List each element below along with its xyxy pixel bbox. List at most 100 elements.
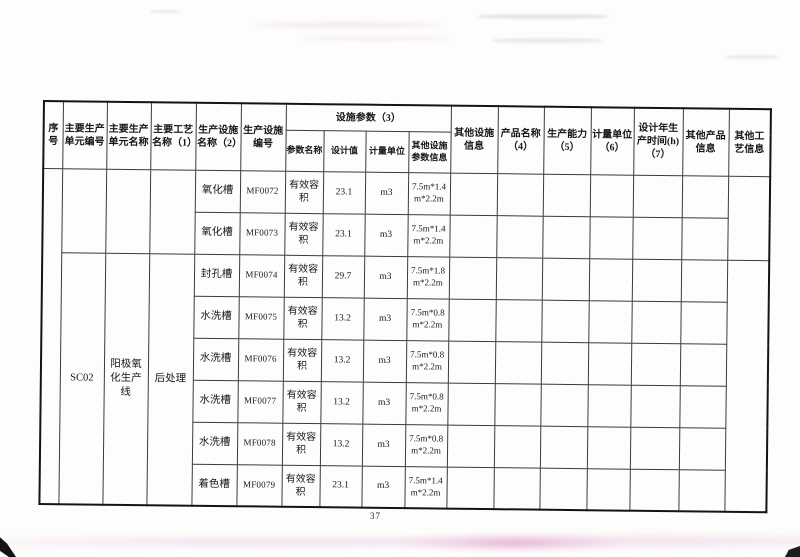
cell-other-facility-info — [449, 214, 497, 258]
cell-capacity — [539, 467, 587, 511]
facility-table-sheet: 序号 主要生产单元编号 主要生产单元名称 主要工艺名称（1） 生产设施名称（2）… — [38, 100, 772, 514]
table-row: 氧化槽 MF0072 有效容积 23.1 m3 7.5m*1.4m*2.2m — [39, 168, 771, 505]
scan-smudge — [725, 55, 780, 59]
cell-other-facility-info — [447, 382, 495, 426]
cell-product-name — [496, 173, 544, 216]
cell-other-product-info — [678, 427, 726, 470]
cell-annual-hours — [629, 468, 679, 512]
scan-smudge — [492, 38, 602, 43]
cell-capacity-unit — [589, 174, 634, 217]
page-number: 37 — [370, 511, 381, 521]
cell-unit-name: 阳极氧化生产线 — [102, 252, 150, 506]
cell-other-product-info — [680, 259, 728, 302]
cell-measure-unit: m3 — [361, 465, 405, 509]
cell-product-name — [496, 215, 543, 258]
scan-smudge — [150, 10, 180, 13]
cell-product-name — [493, 467, 540, 510]
cell-facility-code: MF0076 — [237, 338, 284, 381]
scan-smudge — [300, 36, 450, 41]
header-facility-name: 生产设施名称（2） — [195, 102, 241, 171]
cell-annual-hours — [631, 300, 681, 344]
header-process-name: 主要工艺名称（1） — [150, 102, 196, 170]
cell-other-facility-info — [449, 172, 498, 216]
scan-corner-mark-right — [785, 546, 800, 557]
cell-other-param-info: 7.5m*0.8m*2.2m — [405, 382, 448, 425]
cell-other-param-info: 7.5m*1.4m*2.2m — [407, 214, 450, 257]
cell-design-value: 23.1 — [322, 171, 366, 214]
cell-capacity-unit — [586, 426, 631, 469]
cell-facility-code: MF0074 — [238, 254, 285, 297]
cell-annual-hours — [631, 258, 682, 302]
cell-measure-unit: m3 — [364, 171, 409, 215]
cell-measure-unit: m3 — [363, 255, 408, 299]
cell-design-value: 29.7 — [321, 255, 365, 298]
cell-param-name: 有效容积 — [282, 380, 321, 424]
cell-capacity — [541, 257, 590, 301]
cell-param-name: 有效容积 — [282, 338, 322, 382]
cell-measure-unit: m3 — [361, 423, 406, 467]
cell-other-param-info: 7.5m*1.4m*2.2m — [407, 172, 451, 215]
cell-unit-code-prev — [61, 168, 107, 253]
cell-facility-name: 封孔槽 — [193, 253, 240, 297]
cell-annual-hours — [632, 174, 683, 218]
cell-param-name: 有效容积 — [281, 464, 320, 508]
header-other-process-info: 其他工艺信息 — [728, 108, 771, 177]
header-measure-unit: 计量单位 — [365, 130, 409, 173]
header-param-name: 参数名称 — [285, 129, 324, 172]
cell-design-value: 13.2 — [321, 297, 364, 340]
cell-product-name — [494, 383, 541, 426]
cell-other-facility-info — [448, 256, 497, 300]
cell-design-value: 13.2 — [320, 339, 364, 382]
cell-other-process-info-prev — [727, 175, 771, 261]
cell-unit-name-prev — [105, 168, 151, 254]
cell-other-product-info — [679, 385, 726, 428]
cell-design-value: 23.1 — [319, 465, 362, 508]
cell-unit-code: SC02 — [58, 252, 106, 505]
header-other-param-info: 其他设施参数信息 — [408, 131, 451, 173]
cell-other-product-info — [679, 343, 727, 386]
cell-other-param-info: 7.5m*0.8m*2.2m — [406, 298, 449, 341]
cell-capacity-unit — [588, 300, 632, 343]
cell-facility-code: MF0078 — [236, 422, 283, 465]
cell-annual-hours — [632, 216, 682, 260]
cell-facility-name: 着色槽 — [191, 463, 237, 507]
header-facility-code: 生产设施编号 — [240, 103, 286, 171]
cell-other-param-info: 7.5m*0.8m*2.2m — [404, 424, 448, 467]
cell-param-name: 有效容积 — [283, 254, 323, 298]
cell-capacity-unit — [587, 342, 632, 385]
cell-capacity — [540, 341, 589, 385]
table-row: SC02 阳极氧化生产线 后处理 封孔槽 MF0074 有效容积 29.7 m3… — [42, 252, 770, 513]
header-design-value: 设计值 — [323, 130, 366, 172]
cell-other-product-info — [681, 217, 728, 260]
cell-capacity — [541, 299, 589, 343]
cell-capacity-unit — [589, 216, 633, 259]
header-capacity: 生产能力（5） — [543, 106, 591, 175]
cell-capacity-unit — [588, 258, 633, 301]
cell-measure-unit: m3 — [362, 339, 407, 383]
header-facility-params-group: 设施参数（3） — [285, 103, 451, 132]
cell-measure-unit: m3 — [362, 381, 406, 425]
cell-measure-unit: m3 — [364, 213, 408, 257]
cell-capacity — [540, 383, 588, 427]
cell-facility-code: MF0077 — [237, 380, 283, 423]
cell-other-process-info — [724, 259, 770, 513]
cell-other-facility-info — [448, 298, 496, 342]
header-unit-name: 主要生产单元名称 — [106, 101, 151, 170]
scan-smudge — [255, 22, 440, 28]
header-other-facility-info: 其他设施信息 — [450, 105, 498, 174]
cell-other-product-info — [681, 175, 729, 218]
cell-annual-hours — [630, 384, 680, 428]
header-unit-code: 主要生产单元编号 — [62, 101, 107, 169]
cell-facility-code: MF0072 — [239, 170, 286, 213]
header-annual-hours: 设计年生产时间(h)（7） — [633, 107, 683, 176]
cell-annual-hours — [630, 342, 681, 386]
cell-facility-name: 水洗槽 — [192, 337, 239, 381]
header-other-product-info: 其他产品信息 — [682, 108, 729, 176]
cell-facility-name: 水洗槽 — [191, 421, 238, 465]
cell-facility-code: MF0073 — [239, 212, 285, 255]
cell-facility-name: 水洗槽 — [193, 295, 239, 339]
cell-capacity — [542, 215, 590, 259]
cell-design-value: 13.2 — [320, 381, 363, 424]
cell-process-name-prev — [149, 169, 196, 254]
